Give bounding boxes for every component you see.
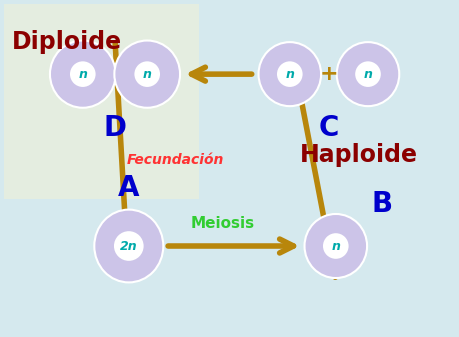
Ellipse shape [336,42,398,106]
Ellipse shape [258,42,320,106]
Text: A: A [118,174,139,202]
Ellipse shape [276,61,302,87]
Text: B: B [370,190,392,218]
Text: Meiosis: Meiosis [190,216,254,231]
Text: n: n [330,240,340,252]
FancyBboxPatch shape [4,4,199,199]
Text: +: + [319,64,337,84]
Text: C: C [318,114,338,142]
Ellipse shape [134,61,160,87]
Ellipse shape [114,40,179,108]
Text: D: D [103,114,126,142]
Ellipse shape [70,61,95,87]
Text: n: n [78,68,87,81]
Ellipse shape [304,214,366,278]
Ellipse shape [322,233,348,259]
Text: n: n [142,68,151,81]
Ellipse shape [114,231,143,261]
Text: Diploide: Diploide [12,30,122,54]
Text: n: n [285,68,294,81]
Ellipse shape [50,40,115,108]
Text: Fecundación: Fecundación [127,153,224,167]
Text: 2n: 2n [120,240,137,252]
Text: Haploide: Haploide [299,143,417,167]
Ellipse shape [354,61,380,87]
Ellipse shape [94,210,163,282]
Text: n: n [363,68,372,81]
